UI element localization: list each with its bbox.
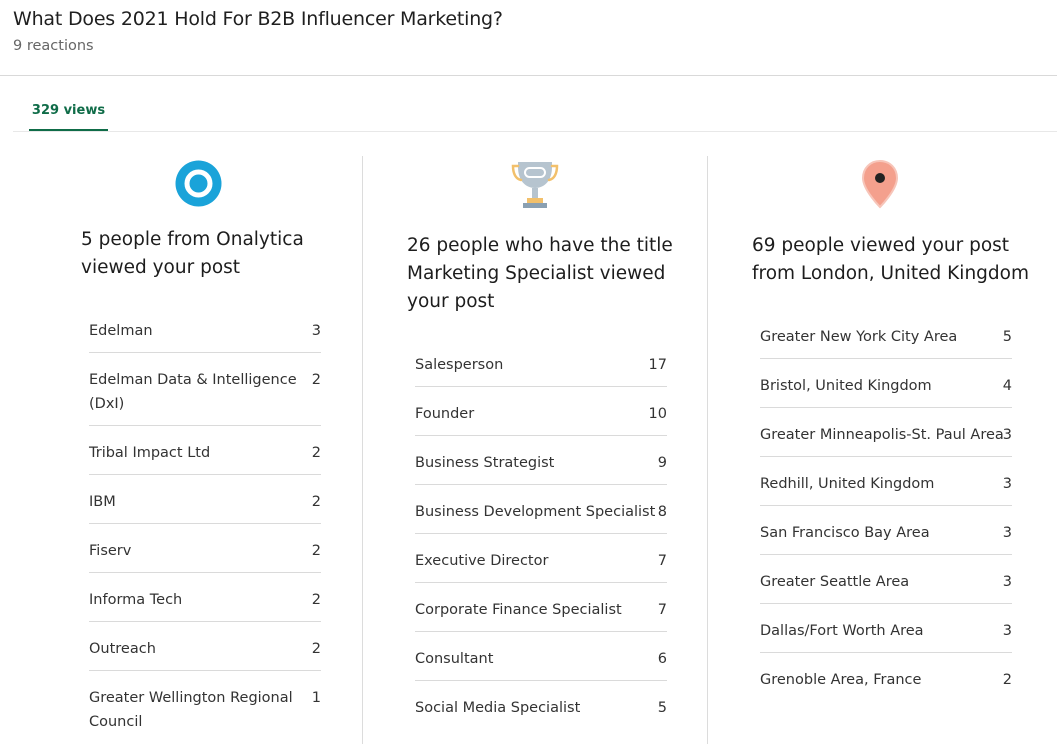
job-title-list: Salesperson 17 Founder 10 Business Strategis…: [415, 338, 667, 729]
list-item[interactable]: Grenoble Area, France 2: [760, 653, 1012, 701]
list-item-name: Tribal Impact Ltd: [89, 445, 211, 461]
list-item[interactable]: Business Strategist 9: [415, 436, 667, 485]
list-item-count: 5: [1002, 329, 1012, 345]
list-item-name: Edelman Data & Intelligence (DxI): [89, 372, 297, 412]
list-item-count: 2: [311, 592, 321, 608]
list-item-count: 3: [1002, 574, 1012, 590]
list-item-count: 7: [657, 602, 667, 618]
list-item-count: 6: [657, 651, 667, 667]
list-item-count: 3: [1002, 427, 1012, 443]
list-item[interactable]: Social Media Specialist 5: [415, 681, 667, 729]
list-item-name: Bristol, United Kingdom: [760, 378, 932, 394]
list-item[interactable]: San Francisco Bay Area 3: [760, 506, 1012, 555]
list-item-name: Informa Tech: [89, 592, 183, 608]
location-list: Greater New York City Area 5 Bristol, Unit…: [760, 310, 1012, 701]
list-item-count: 3: [1002, 623, 1012, 639]
list-item-count: 2: [311, 543, 321, 559]
list-item[interactable]: Consultant 6: [415, 632, 667, 681]
list-item-name: Greater Wellington Regional Council: [89, 690, 293, 730]
trophy-icon: [511, 162, 559, 208]
list-item-name: Social Media Specialist: [415, 700, 581, 716]
list-item[interactable]: Informa Tech 2: [89, 573, 321, 622]
location-heading: 69 people viewed your post from London, …: [752, 235, 1029, 284]
company-list: Edelman 3 Edelman Data & Intelligence (DxI)…: [89, 304, 321, 743]
list-item-name: Consultant: [415, 651, 494, 667]
list-item-count: 2: [311, 494, 321, 510]
list-item-name: Founder: [415, 406, 475, 422]
list-item-count: 1: [311, 690, 321, 706]
list-item-count: 3: [1002, 476, 1012, 492]
list-item-name: Corporate Finance Specialist: [415, 602, 622, 618]
column-divider: [362, 156, 363, 744]
list-item[interactable]: Edelman 3: [89, 304, 321, 353]
list-item-count: 3: [311, 323, 321, 339]
list-item[interactable]: Salesperson 17: [415, 338, 667, 387]
list-item-count: 4: [1002, 378, 1012, 394]
column-divider: [707, 156, 708, 744]
list-item-count: 3: [1002, 525, 1012, 541]
header-divider: [0, 75, 1057, 76]
list-item-count: 9: [657, 455, 667, 471]
list-item-name: Greater New York City Area: [760, 329, 958, 345]
list-item-count: 2: [1002, 672, 1012, 688]
list-item-count: 8: [657, 504, 667, 520]
tab-views[interactable]: 329 views: [31, 103, 106, 118]
tabs-divider: [13, 131, 1057, 132]
list-item-name: Executive Director: [415, 553, 549, 569]
list-item-count: 17: [648, 357, 667, 373]
list-item[interactable]: Business Development Specialist 8: [415, 485, 667, 534]
list-item-count: 7: [657, 553, 667, 569]
job-title-heading: 26 people who have the title Marketing S…: [407, 235, 673, 312]
list-item-count: 5: [657, 700, 667, 716]
post-header: What Does 2021 Hold For B2B Influencer M…: [13, 8, 503, 54]
list-item-name: Outreach: [89, 641, 156, 657]
list-item-name: Business Strategist: [415, 455, 555, 471]
list-item[interactable]: Founder 10: [415, 387, 667, 436]
list-item[interactable]: Edelman Data & Intelligence (DxI) 2: [89, 353, 321, 426]
list-item-name: IBM: [89, 494, 116, 510]
list-item[interactable]: Greater New York City Area 5: [760, 310, 1012, 359]
list-item-name: Grenoble Area, France: [760, 672, 922, 688]
list-item[interactable]: Bristol, United Kingdom 4: [760, 359, 1012, 408]
list-item[interactable]: Executive Director 7: [415, 534, 667, 583]
list-item[interactable]: Greater Wellington Regional Council 1: [89, 671, 321, 743]
list-item-name: Business Development Specialist: [415, 504, 656, 520]
list-item[interactable]: Outreach 2: [89, 622, 321, 671]
active-tab-indicator: [29, 129, 108, 131]
list-item-name: Redhill, United Kingdom: [760, 476, 935, 492]
list-item-count: 10: [648, 406, 667, 422]
reactions-count[interactable]: 9 reactions: [13, 38, 94, 54]
list-item[interactable]: Greater Minneapolis-St. Paul Area 3: [760, 408, 1012, 457]
list-item[interactable]: IBM 2: [89, 475, 321, 524]
list-item-name: Greater Minneapolis-St. Paul Area: [760, 427, 1004, 443]
list-item[interactable]: Fiserv 2: [89, 524, 321, 573]
company-ring-icon: [175, 160, 222, 207]
post-title[interactable]: What Does 2021 Hold For B2B Influencer M…: [13, 8, 503, 30]
list-item-count: 2: [311, 641, 321, 657]
list-item[interactable]: Corporate Finance Specialist 7: [415, 583, 667, 632]
list-item[interactable]: Redhill, United Kingdom 3: [760, 457, 1012, 506]
list-item-name: Fiserv: [89, 543, 132, 559]
list-item-name: San Francisco Bay Area: [760, 525, 930, 541]
list-item[interactable]: Dallas/Fort Worth Area 3: [760, 604, 1012, 653]
company-heading: 5 people from Onalytica viewed your post: [81, 229, 304, 278]
list-item-count: 2: [311, 445, 321, 461]
list-item-name: Salesperson: [415, 357, 504, 373]
list-item-name: Dallas/Fort Worth Area: [760, 623, 924, 639]
list-item-name: Greater Seattle Area: [760, 574, 910, 590]
list-item-name: Edelman: [89, 323, 153, 339]
list-item-count: 2: [311, 372, 321, 388]
list-item[interactable]: Tribal Impact Ltd 2: [89, 426, 321, 475]
location-pin-icon: [861, 159, 899, 209]
list-item[interactable]: Greater Seattle Area 3: [760, 555, 1012, 604]
